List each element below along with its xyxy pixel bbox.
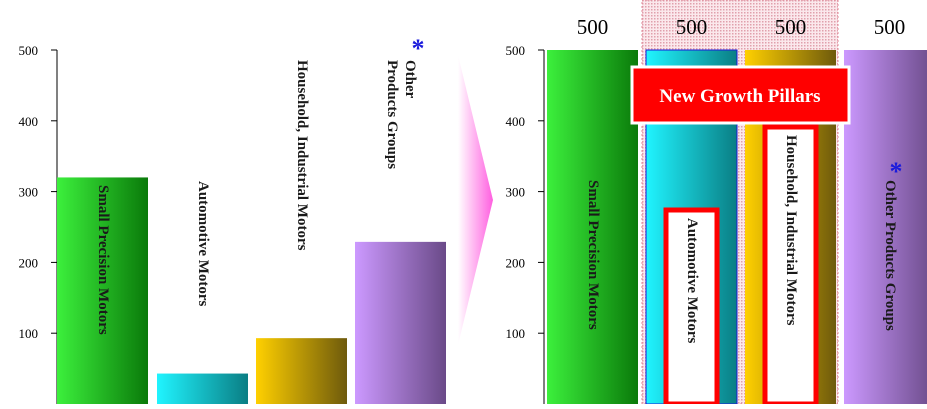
left-bar-label: Other — [402, 60, 418, 99]
left-bar-label: Household, Industrial Motors — [294, 60, 310, 251]
left-asterisk: * — [412, 34, 425, 63]
right-value-label: 500 — [775, 15, 807, 39]
right-chart: 100 200 300 400 500 Small Precision Motors Au… — [506, 0, 927, 404]
left-tick-label: 100 — [19, 326, 39, 341]
left-bar-label: Automotive Motors — [195, 181, 211, 307]
left-chart: 100 200 300 400 500 Small Precision Motors Au… — [19, 34, 447, 404]
right-bar-label: Other Products Groups — [882, 180, 898, 331]
right-tick-label: 400 — [506, 114, 526, 129]
right-bar-label: Small Precision Motors — [585, 180, 601, 330]
right-tick-label: 300 — [506, 185, 526, 200]
left-tick-label: 300 — [19, 185, 39, 200]
new-growth-callout: New Growth Pillars — [632, 67, 849, 123]
left-tick-label: 500 — [19, 43, 39, 58]
left-bar — [157, 374, 248, 404]
right-asterisk: * — [890, 157, 903, 186]
left-bar — [256, 338, 347, 404]
left-tick-label: 200 — [19, 255, 39, 270]
right-tick-label: 100 — [506, 326, 526, 341]
transition-arrow — [458, 55, 493, 345]
callout-text: New Growth Pillars — [659, 86, 820, 107]
right-value-label: 500 — [577, 15, 609, 39]
right-bar-label: Household, Industrial Motors — [783, 135, 799, 326]
right-bar-label: Automotive Motors — [684, 218, 700, 344]
left-bar — [355, 242, 446, 404]
right-tick-label: 200 — [506, 255, 526, 270]
right-value-label: 500 — [874, 15, 906, 39]
right-tick-label: 500 — [506, 43, 526, 58]
left-tick-label: 400 — [19, 114, 39, 129]
left-bar-label: Products Groups — [384, 60, 400, 169]
left-bar-label: Small Precision Motors — [95, 185, 111, 335]
right-value-label: 500 — [676, 15, 708, 39]
